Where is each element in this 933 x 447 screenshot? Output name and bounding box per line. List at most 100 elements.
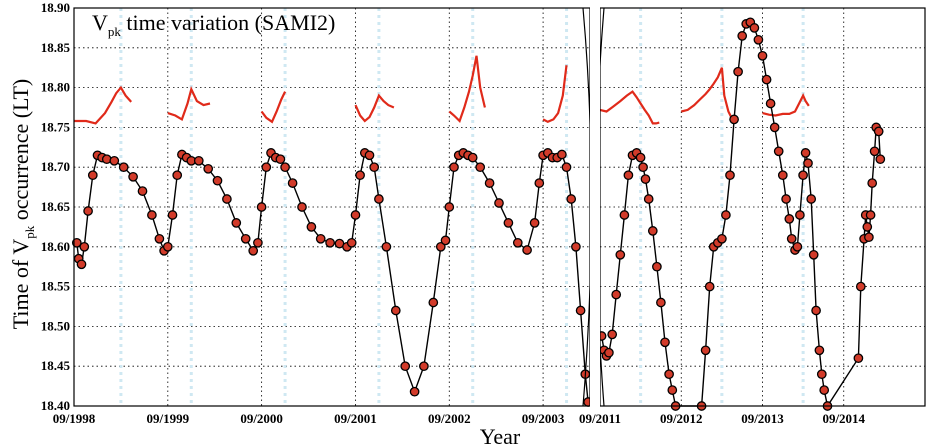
data-point [449, 162, 459, 173]
x-tick-label: 09/2011 [579, 411, 621, 426]
data-point [875, 154, 886, 165]
data-point [800, 148, 811, 158]
data-point [784, 214, 795, 224]
data-point [79, 241, 90, 252]
data-point [350, 210, 361, 220]
data-point [440, 235, 451, 246]
data-point [853, 353, 864, 364]
data-point [231, 218, 242, 228]
data-point [604, 347, 614, 358]
y-tick-label: 18.85 [41, 40, 71, 55]
data-point [87, 170, 98, 181]
data-point [256, 202, 267, 212]
data-point [444, 202, 455, 212]
data-point [355, 170, 365, 181]
red-trace-line [542, 65, 568, 124]
red-trace-line [599, 90, 660, 125]
data-point [864, 232, 874, 243]
data-point [816, 369, 827, 380]
data-point [700, 345, 711, 356]
y-tick-label: 18.55 [41, 279, 71, 294]
data-point [503, 218, 514, 228]
data-point [781, 194, 791, 204]
data-point [819, 385, 830, 395]
data-point [484, 178, 495, 188]
data-point [795, 210, 805, 220]
y-axis-label-main: Time of V [8, 239, 33, 330]
data-point [193, 155, 204, 166]
data-point [640, 174, 651, 184]
red-trace-line [167, 86, 211, 122]
red-trace-line [354, 93, 395, 123]
y-tick-label: 18.90 [41, 0, 70, 15]
data-point [212, 175, 223, 186]
data-point [419, 361, 429, 372]
data-point [769, 122, 780, 133]
x-tick-label: 09/1999 [147, 411, 190, 426]
data-point [737, 31, 748, 41]
data-point [364, 150, 375, 161]
data-point [571, 241, 581, 252]
y-axis-label-rest: occurrence (LT) [8, 79, 33, 226]
data-point [561, 162, 572, 173]
data-point [607, 329, 618, 340]
data-point [575, 305, 586, 316]
y-tick-label: 18.50 [41, 318, 70, 333]
data-point [147, 210, 157, 220]
chart-title-main: V [92, 10, 108, 35]
data-point [374, 194, 384, 204]
data-point [297, 202, 307, 212]
y-tick-label: 18.60 [41, 239, 70, 254]
data-point [71, 237, 82, 248]
data-point [643, 194, 654, 204]
data-point [704, 281, 715, 292]
data-point [808, 249, 819, 260]
data-point [529, 218, 540, 228]
data-point [128, 171, 138, 182]
data-point [118, 162, 129, 173]
data-point [623, 170, 634, 181]
y-tick-label: 18.65 [41, 199, 71, 214]
data-point [729, 114, 739, 125]
data-point [638, 162, 648, 173]
data-point [409, 386, 420, 397]
y-tick-label: 18.45 [41, 358, 71, 373]
x-tick-label: 09/1998 [53, 411, 96, 426]
x-axis-label: Year [480, 424, 521, 447]
data-point [109, 155, 120, 166]
tick-label-layer: 18.90 18.85 18.80 18.75 18.70 18.65 18.60 18.55… [41, 0, 866, 426]
data-point [390, 305, 401, 316]
data-point [369, 162, 380, 173]
data-point [717, 233, 727, 244]
data-point [248, 245, 259, 256]
data-point [865, 210, 876, 220]
data-point [172, 170, 183, 181]
red-trace-line [448, 55, 486, 124]
x-tick-label: 09/2014 [822, 411, 865, 426]
x-tick-label: 09/2000 [240, 411, 283, 426]
data-point [534, 178, 545, 188]
y-axis-label-subscript: pk [22, 225, 37, 239]
data-point [280, 162, 290, 173]
data-point [803, 158, 813, 169]
data-point [635, 152, 646, 163]
data-point [203, 163, 214, 174]
data-point [154, 233, 165, 244]
y-tick-label: 18.40 [41, 398, 70, 413]
red-trace-line [260, 91, 287, 124]
x-tick-label: 09/2012 [660, 411, 703, 426]
data-point [862, 222, 873, 232]
data-point [428, 297, 439, 308]
data-point [721, 210, 731, 220]
data-point [346, 237, 357, 248]
data-point [811, 305, 821, 316]
data-point [725, 170, 735, 181]
data-point [757, 50, 768, 61]
data-point [306, 222, 317, 232]
y-tick-label: 18.80 [41, 80, 70, 95]
data-point [566, 194, 577, 204]
data-point [786, 233, 797, 244]
data-point [792, 241, 803, 252]
data-point [611, 289, 622, 300]
